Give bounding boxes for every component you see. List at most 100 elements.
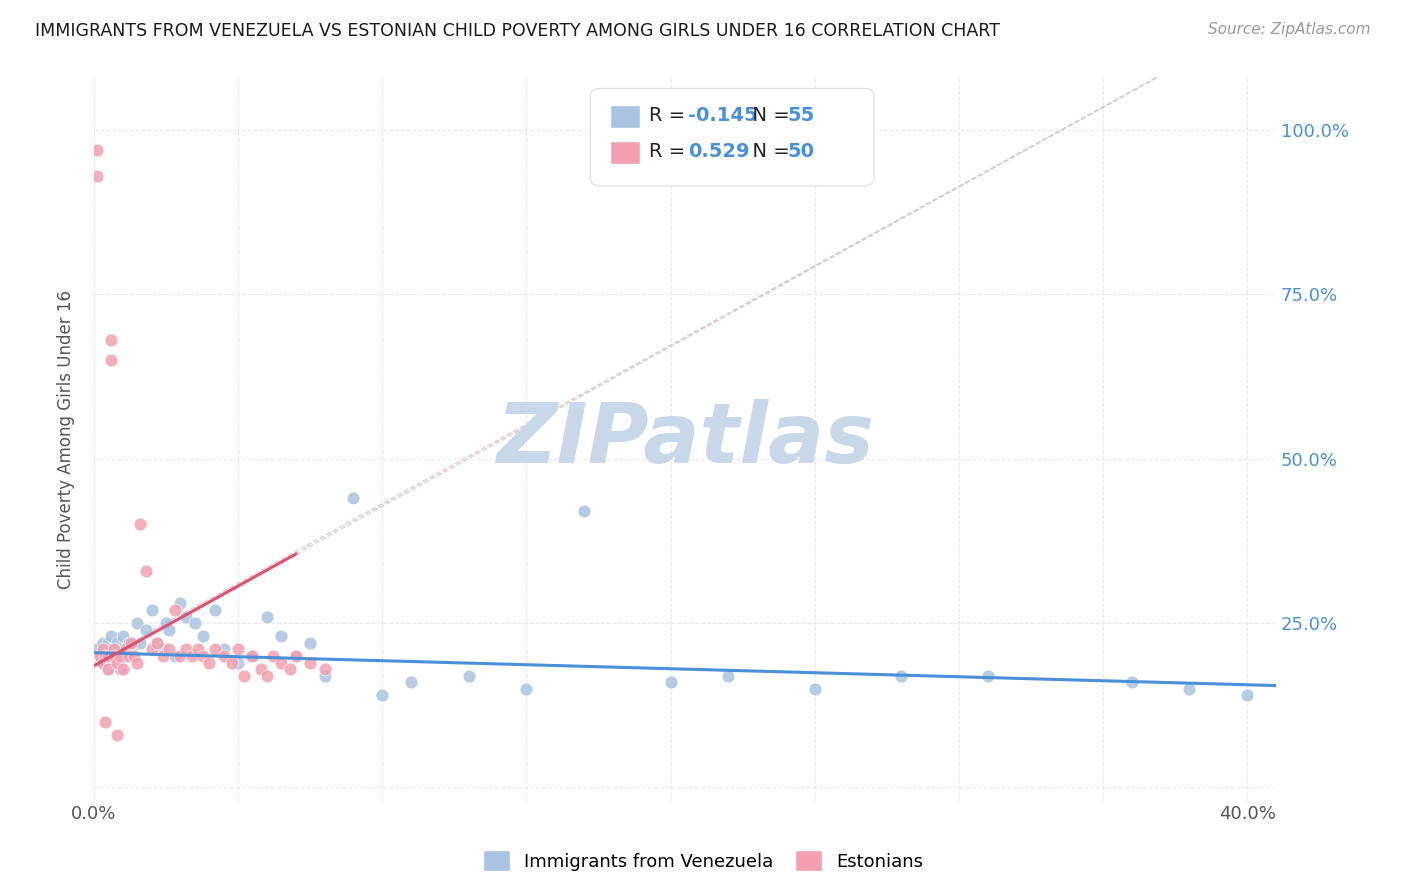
- Text: N =: N =: [741, 106, 797, 125]
- Point: [86, 169, 108, 183]
- Text: 50: 50: [787, 143, 815, 161]
- Point: [89, 648, 111, 663]
- Point: [193, 648, 215, 663]
- Point: [163, 648, 186, 663]
- Point: [659, 675, 682, 690]
- Text: N =: N =: [741, 143, 797, 161]
- Point: [371, 689, 394, 703]
- Point: [146, 636, 169, 650]
- Point: [572, 504, 595, 518]
- Point: [91, 656, 114, 670]
- Point: [242, 648, 264, 663]
- Point: [717, 669, 740, 683]
- Point: [299, 656, 322, 670]
- Text: 55: 55: [787, 106, 815, 125]
- Point: [299, 636, 322, 650]
- Point: [157, 642, 180, 657]
- Point: [250, 662, 273, 676]
- Point: [105, 648, 128, 663]
- Point: [146, 636, 169, 650]
- Point: [169, 648, 191, 663]
- Point: [105, 728, 128, 742]
- Point: [163, 603, 186, 617]
- Point: [91, 642, 114, 657]
- Point: [157, 623, 180, 637]
- Point: [117, 648, 139, 663]
- Point: [1121, 675, 1143, 690]
- Point: [114, 642, 136, 657]
- Point: [270, 629, 292, 643]
- Point: [155, 616, 177, 631]
- Point: [1236, 689, 1258, 703]
- Text: IMMIGRANTS FROM VENEZUELA VS ESTONIAN CHILD POVERTY AMONG GIRLS UNDER 16 CORRELA: IMMIGRANTS FROM VENEZUELA VS ESTONIAN CH…: [35, 22, 1000, 40]
- Point: [457, 669, 479, 683]
- Point: [120, 642, 142, 657]
- Point: [117, 636, 139, 650]
- Point: [111, 642, 134, 657]
- FancyBboxPatch shape: [591, 88, 875, 186]
- Point: [105, 636, 128, 650]
- Y-axis label: Child Poverty Among Girls Under 16: Child Poverty Among Girls Under 16: [58, 290, 75, 589]
- Point: [256, 609, 278, 624]
- Point: [94, 714, 117, 729]
- Point: [1178, 681, 1201, 696]
- Point: [181, 648, 204, 663]
- Legend: Immigrants from Venezuela, Estonians: Immigrants from Venezuela, Estonians: [475, 843, 931, 879]
- Point: [204, 603, 226, 617]
- Point: [342, 491, 364, 506]
- FancyBboxPatch shape: [610, 105, 640, 128]
- Point: [100, 629, 122, 643]
- Point: [86, 143, 108, 157]
- Point: [184, 616, 207, 631]
- Point: [89, 648, 111, 663]
- Point: [135, 623, 157, 637]
- Point: [204, 642, 226, 657]
- Point: [129, 636, 152, 650]
- Point: [91, 656, 114, 670]
- Point: [193, 629, 215, 643]
- Point: [127, 656, 149, 670]
- Point: [284, 648, 307, 663]
- Point: [169, 596, 191, 610]
- Point: [242, 648, 264, 663]
- Point: [97, 662, 120, 676]
- Point: [108, 662, 131, 676]
- Point: [103, 648, 125, 663]
- Point: [174, 609, 197, 624]
- Point: [97, 636, 120, 650]
- Point: [91, 636, 114, 650]
- Point: [226, 642, 249, 657]
- Point: [232, 669, 254, 683]
- Point: [105, 656, 128, 670]
- Point: [108, 648, 131, 663]
- Point: [890, 669, 912, 683]
- Point: [100, 334, 122, 348]
- Point: [187, 642, 209, 657]
- Point: [515, 681, 537, 696]
- Text: Source: ZipAtlas.com: Source: ZipAtlas.com: [1208, 22, 1371, 37]
- Point: [124, 648, 146, 663]
- Point: [94, 648, 117, 663]
- Text: ZIPatlas: ZIPatlas: [496, 399, 875, 480]
- Point: [111, 662, 134, 676]
- Point: [94, 648, 117, 663]
- Point: [152, 648, 174, 663]
- Point: [976, 669, 998, 683]
- Point: [100, 353, 122, 368]
- Point: [124, 648, 146, 663]
- Text: -0.145: -0.145: [689, 106, 758, 125]
- Point: [97, 662, 120, 676]
- Text: R =: R =: [650, 143, 692, 161]
- Point: [314, 662, 336, 676]
- Point: [114, 648, 136, 663]
- Point: [284, 648, 307, 663]
- Point: [89, 648, 111, 663]
- FancyBboxPatch shape: [610, 141, 640, 164]
- Point: [278, 662, 301, 676]
- Point: [226, 656, 249, 670]
- Point: [152, 642, 174, 657]
- Point: [212, 642, 235, 657]
- Point: [103, 656, 125, 670]
- Point: [270, 656, 292, 670]
- Point: [111, 629, 134, 643]
